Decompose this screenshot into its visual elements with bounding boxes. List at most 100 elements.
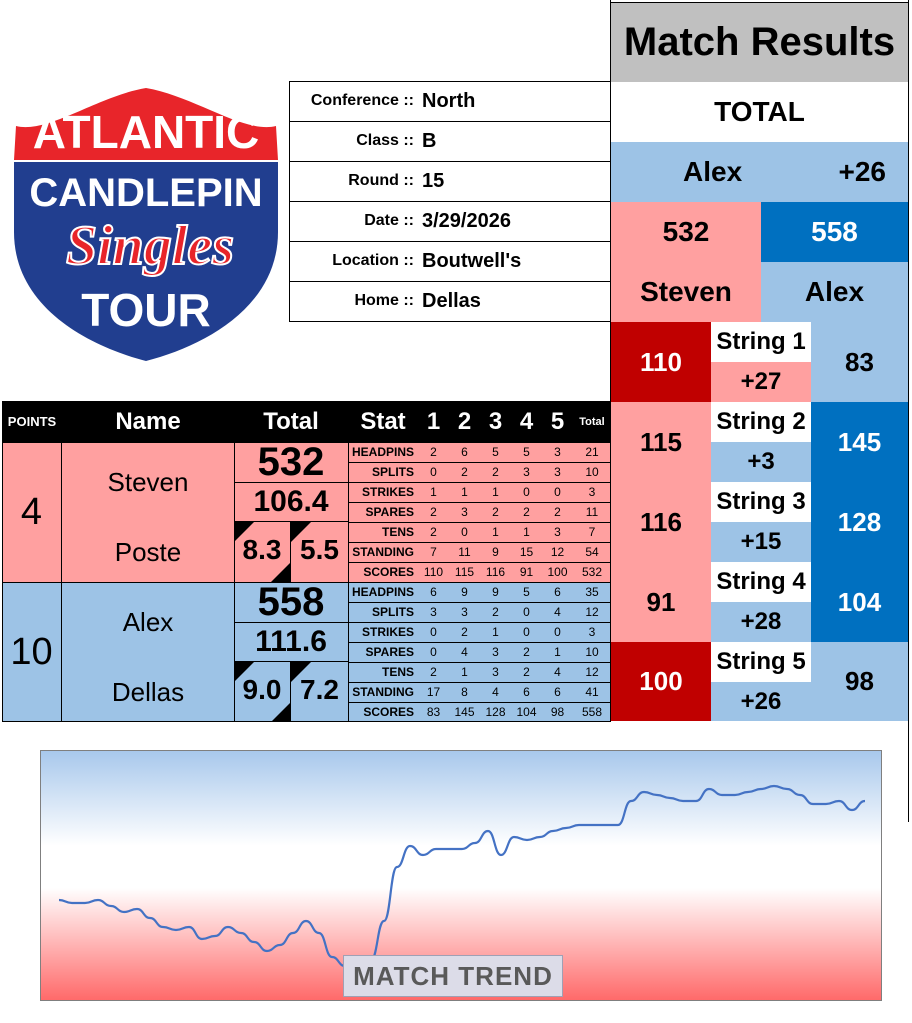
string-4-diff: +28 <box>711 602 811 642</box>
stat-value: 0 <box>430 625 437 639</box>
stat-value: 0 <box>554 625 561 639</box>
stat-value: 3 <box>588 485 596 499</box>
stat-value: 110 <box>423 565 444 579</box>
stat-value: 1 <box>492 525 499 539</box>
stat-value: 10 <box>585 465 599 479</box>
stat-value: 9 <box>461 585 468 599</box>
stat-value: 2 <box>523 645 530 659</box>
stat-label: TENS <box>381 525 414 539</box>
avg-divider <box>234 521 348 522</box>
stat-label: SCORES <box>363 565 414 579</box>
home-name: Steven <box>611 262 761 322</box>
stat-label: TENS <box>381 665 414 679</box>
string-3-label: String 3 <box>711 482 811 522</box>
stat-value: 10 <box>585 645 599 659</box>
header-col-2: 2 <box>449 401 480 442</box>
header-col-1: 1 <box>418 401 449 442</box>
player-last-name: Poste <box>114 536 182 567</box>
name-col-divider <box>234 442 235 582</box>
stat-value: 12 <box>550 545 565 559</box>
string-4-home: 91 <box>611 562 711 642</box>
player-row-bg <box>2 582 611 722</box>
stat-row <box>348 502 611 522</box>
header-col-4: 4 <box>511 401 542 442</box>
leader-margin: +26 <box>838 156 887 187</box>
stat-value: 9 <box>492 585 499 599</box>
header-total: Total <box>234 401 348 442</box>
string-1-home: 110 <box>611 322 711 402</box>
player-average: 106.4 <box>253 485 329 518</box>
avg-divider <box>234 661 348 662</box>
stat-value: 0 <box>430 645 437 659</box>
stat-value: 0 <box>523 605 530 619</box>
stat-value: 2 <box>523 665 530 679</box>
stat-value: 3 <box>523 465 530 479</box>
stat-label: SPARES <box>365 505 414 519</box>
home-total: 532 <box>611 202 761 262</box>
stat-label: STANDING <box>352 545 414 559</box>
corner-triangle <box>234 662 254 682</box>
stat-value: 5 <box>492 445 499 459</box>
header-col-3: 3 <box>480 401 511 442</box>
panel-left-border <box>610 0 611 722</box>
stat-col-divider <box>348 582 349 722</box>
player-sub-stat-1: 8.3 <box>242 534 282 565</box>
stat-value: 54 <box>585 545 599 559</box>
stat-value: 115 <box>454 565 475 579</box>
info-row-class: Class :: B <box>290 122 610 162</box>
info-row-location: Location :: Boutwell's <box>290 242 610 282</box>
stat-value: 2 <box>492 505 499 519</box>
stat-value: 6 <box>430 585 437 599</box>
stat-value: 41 <box>585 685 599 699</box>
stat-value: 1 <box>461 485 468 499</box>
string-1-label: String 1 <box>711 322 811 362</box>
stat-row <box>348 682 611 702</box>
player-first-name: Alex <box>122 606 174 637</box>
stat-value: 558 <box>581 705 603 719</box>
info-label: Round :: <box>348 172 414 189</box>
stat-value: 8 <box>461 685 468 699</box>
trend-line <box>58 784 866 971</box>
stat-value: 21 <box>585 445 599 459</box>
info-row-home: Home :: Dellas <box>290 282 610 322</box>
string-3-diff: +15 <box>711 522 811 562</box>
string-3-away: 128 <box>811 482 908 562</box>
stat-value: 2 <box>492 605 499 619</box>
stat-value: 83 <box>426 705 441 719</box>
string-4-away: 104 <box>811 562 908 642</box>
stat-value: 1 <box>461 665 468 679</box>
panel-top-border <box>611 2 908 3</box>
header-name: Name <box>62 401 234 442</box>
stat-value: 0 <box>461 525 468 539</box>
stat-row <box>348 622 611 642</box>
stat-label: STRIKES <box>361 485 414 499</box>
stat-value: 2 <box>461 625 468 639</box>
match-results-title: Match Results <box>611 2 908 82</box>
stat-value: 1 <box>492 625 499 639</box>
name-col-divider <box>234 582 235 722</box>
stat-value: 17 <box>426 685 441 699</box>
stat-value: 11 <box>585 505 599 519</box>
player-total: 558 <box>257 579 325 624</box>
stat-row <box>348 442 611 462</box>
stat-label: SCORES <box>363 705 414 719</box>
string-2-away: 145 <box>811 402 908 482</box>
stat-value: 3 <box>554 445 561 459</box>
match-trend-label: MATCH TREND <box>343 955 563 997</box>
string-5-diff: +26 <box>711 682 811 721</box>
player-first-name: Steven <box>107 466 189 497</box>
stat-value: 0 <box>430 465 437 479</box>
stat-row <box>348 522 611 542</box>
info-value: 3/29/2026 <box>422 210 511 232</box>
corner-triangle <box>234 522 254 542</box>
stat-value: 11 <box>458 545 471 559</box>
away-total: 558 <box>761 202 908 262</box>
stat-value: 15 <box>519 545 534 559</box>
string-2-diff: +3 <box>711 442 811 482</box>
player-sub-stat-1: 9.0 <box>242 674 282 705</box>
stat-value: 2 <box>430 445 437 459</box>
stat-value: 6 <box>461 445 468 459</box>
player-sub-stat-2: 5.5 <box>300 534 339 565</box>
info-row-conference: Conference :: North <box>290 82 610 122</box>
string-1-diff: +27 <box>711 362 811 402</box>
